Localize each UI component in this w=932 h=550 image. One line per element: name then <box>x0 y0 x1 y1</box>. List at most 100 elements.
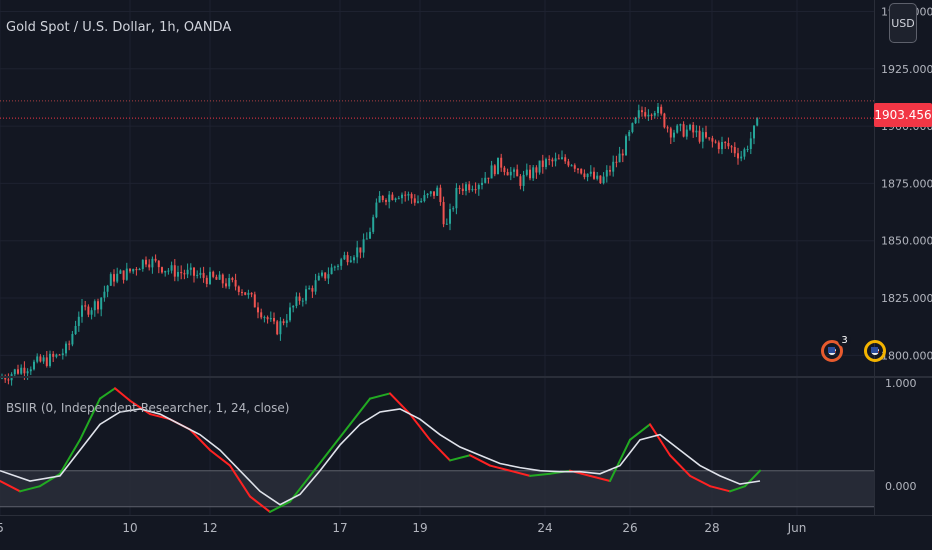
candle-body <box>669 128 672 138</box>
economic-event-icon[interactable] <box>864 340 886 362</box>
candle-body <box>81 305 83 317</box>
candle-body <box>509 171 512 176</box>
candle-body <box>138 268 141 271</box>
candle-body <box>212 271 215 277</box>
candle-body <box>250 292 253 295</box>
symbol-title[interactable]: Gold Spot / U.S. Dollar, 1h, OANDA <box>6 20 232 35</box>
candle-body <box>353 257 355 261</box>
candle-body <box>164 270 167 273</box>
candle-body <box>529 169 531 179</box>
candle-body <box>730 146 733 148</box>
signal-line <box>0 408 761 506</box>
candle-body <box>410 194 413 199</box>
candle-body <box>535 167 538 173</box>
economic-event-icon[interactable] <box>821 340 843 362</box>
candle-body <box>161 267 163 273</box>
candle-body <box>7 379 10 381</box>
candle-body <box>682 124 685 137</box>
candle-body <box>90 310 93 315</box>
oscillator-segment <box>249 495 271 513</box>
candle-body <box>618 153 621 163</box>
candle-body <box>183 273 186 275</box>
candle-body <box>221 274 224 284</box>
candle-body <box>26 371 29 374</box>
candle-body <box>615 161 618 163</box>
candle-body <box>397 198 400 200</box>
time-tick-label: 17 <box>332 521 347 535</box>
candle-body <box>202 272 205 278</box>
currency-unit-button[interactable]: USD <box>889 3 917 43</box>
candle-body <box>641 110 643 113</box>
candle-body <box>362 239 365 253</box>
candle-body <box>413 198 416 203</box>
oscillator-segment <box>329 423 351 452</box>
candle-body <box>628 131 631 137</box>
candle-body <box>746 148 749 150</box>
candle-body <box>180 272 183 274</box>
time-tick-label: Jun <box>787 521 807 535</box>
candle-body <box>737 153 739 159</box>
candle-body <box>484 177 487 183</box>
candle-body <box>186 269 189 275</box>
time-tick-label: 19 <box>412 521 427 535</box>
indicator-title[interactable]: BSIIR (0, Independent Researcher, 1, 24,… <box>6 401 290 415</box>
candle-body <box>135 269 138 271</box>
candle-body <box>52 353 55 357</box>
candle-body <box>439 187 442 203</box>
oscillator-segment <box>609 438 631 483</box>
candle-body <box>647 114 650 117</box>
candle-body <box>685 129 688 137</box>
oscillator-segment <box>509 469 531 477</box>
candle-body <box>500 157 503 168</box>
candle-body <box>589 171 592 174</box>
candle-body <box>196 274 199 276</box>
candle-body <box>372 217 375 232</box>
oscillator-segment <box>129 399 151 416</box>
candle-body <box>177 272 179 277</box>
candle-body <box>282 321 285 324</box>
candle-body <box>436 187 439 196</box>
indicator-tick-label: 1.000 <box>885 377 917 390</box>
candle-body <box>298 296 301 301</box>
candle-body <box>487 177 490 179</box>
oscillator-segment <box>209 449 231 467</box>
oscillator-segment <box>99 387 116 400</box>
candle-body <box>465 184 467 192</box>
candle-body <box>557 158 560 160</box>
candle-body <box>449 209 451 224</box>
candle-body <box>593 171 595 179</box>
candle-body <box>388 194 391 202</box>
candle-body <box>241 291 243 293</box>
price-candles <box>1 103 759 386</box>
candle-body <box>333 266 336 268</box>
last-price-label: 1903.456 <box>874 103 932 127</box>
candle-body <box>173 265 176 277</box>
candle-body <box>113 274 115 282</box>
oscillator-segment <box>469 454 491 467</box>
oscillator-segment <box>229 464 251 498</box>
candle-body <box>84 305 87 307</box>
oscillator-segment <box>629 423 651 441</box>
candle-body <box>97 301 99 310</box>
candle-body <box>77 316 80 326</box>
candle-body <box>708 137 711 139</box>
candle-body <box>583 173 586 178</box>
candle-body <box>516 169 519 177</box>
candle-body <box>109 274 112 286</box>
candle-body <box>23 367 26 374</box>
candle-body <box>637 110 640 118</box>
indicator-tick-label: 0.000 <box>885 480 917 493</box>
candle-body <box>253 294 256 308</box>
candle-body <box>452 208 455 210</box>
time-tick-label: 28 <box>704 521 719 535</box>
time-axis-ticks: 5 10 12 17 19 24 26 28 Jun <box>0 521 806 535</box>
oscillator-segment <box>649 423 671 457</box>
candle-body <box>1 377 3 379</box>
candle-body <box>116 273 119 282</box>
indicator-neutral-band <box>0 470 874 507</box>
candle-body <box>532 167 535 179</box>
candle-body <box>660 106 663 114</box>
candle-body <box>106 285 109 292</box>
oscillator-segment <box>669 454 691 477</box>
